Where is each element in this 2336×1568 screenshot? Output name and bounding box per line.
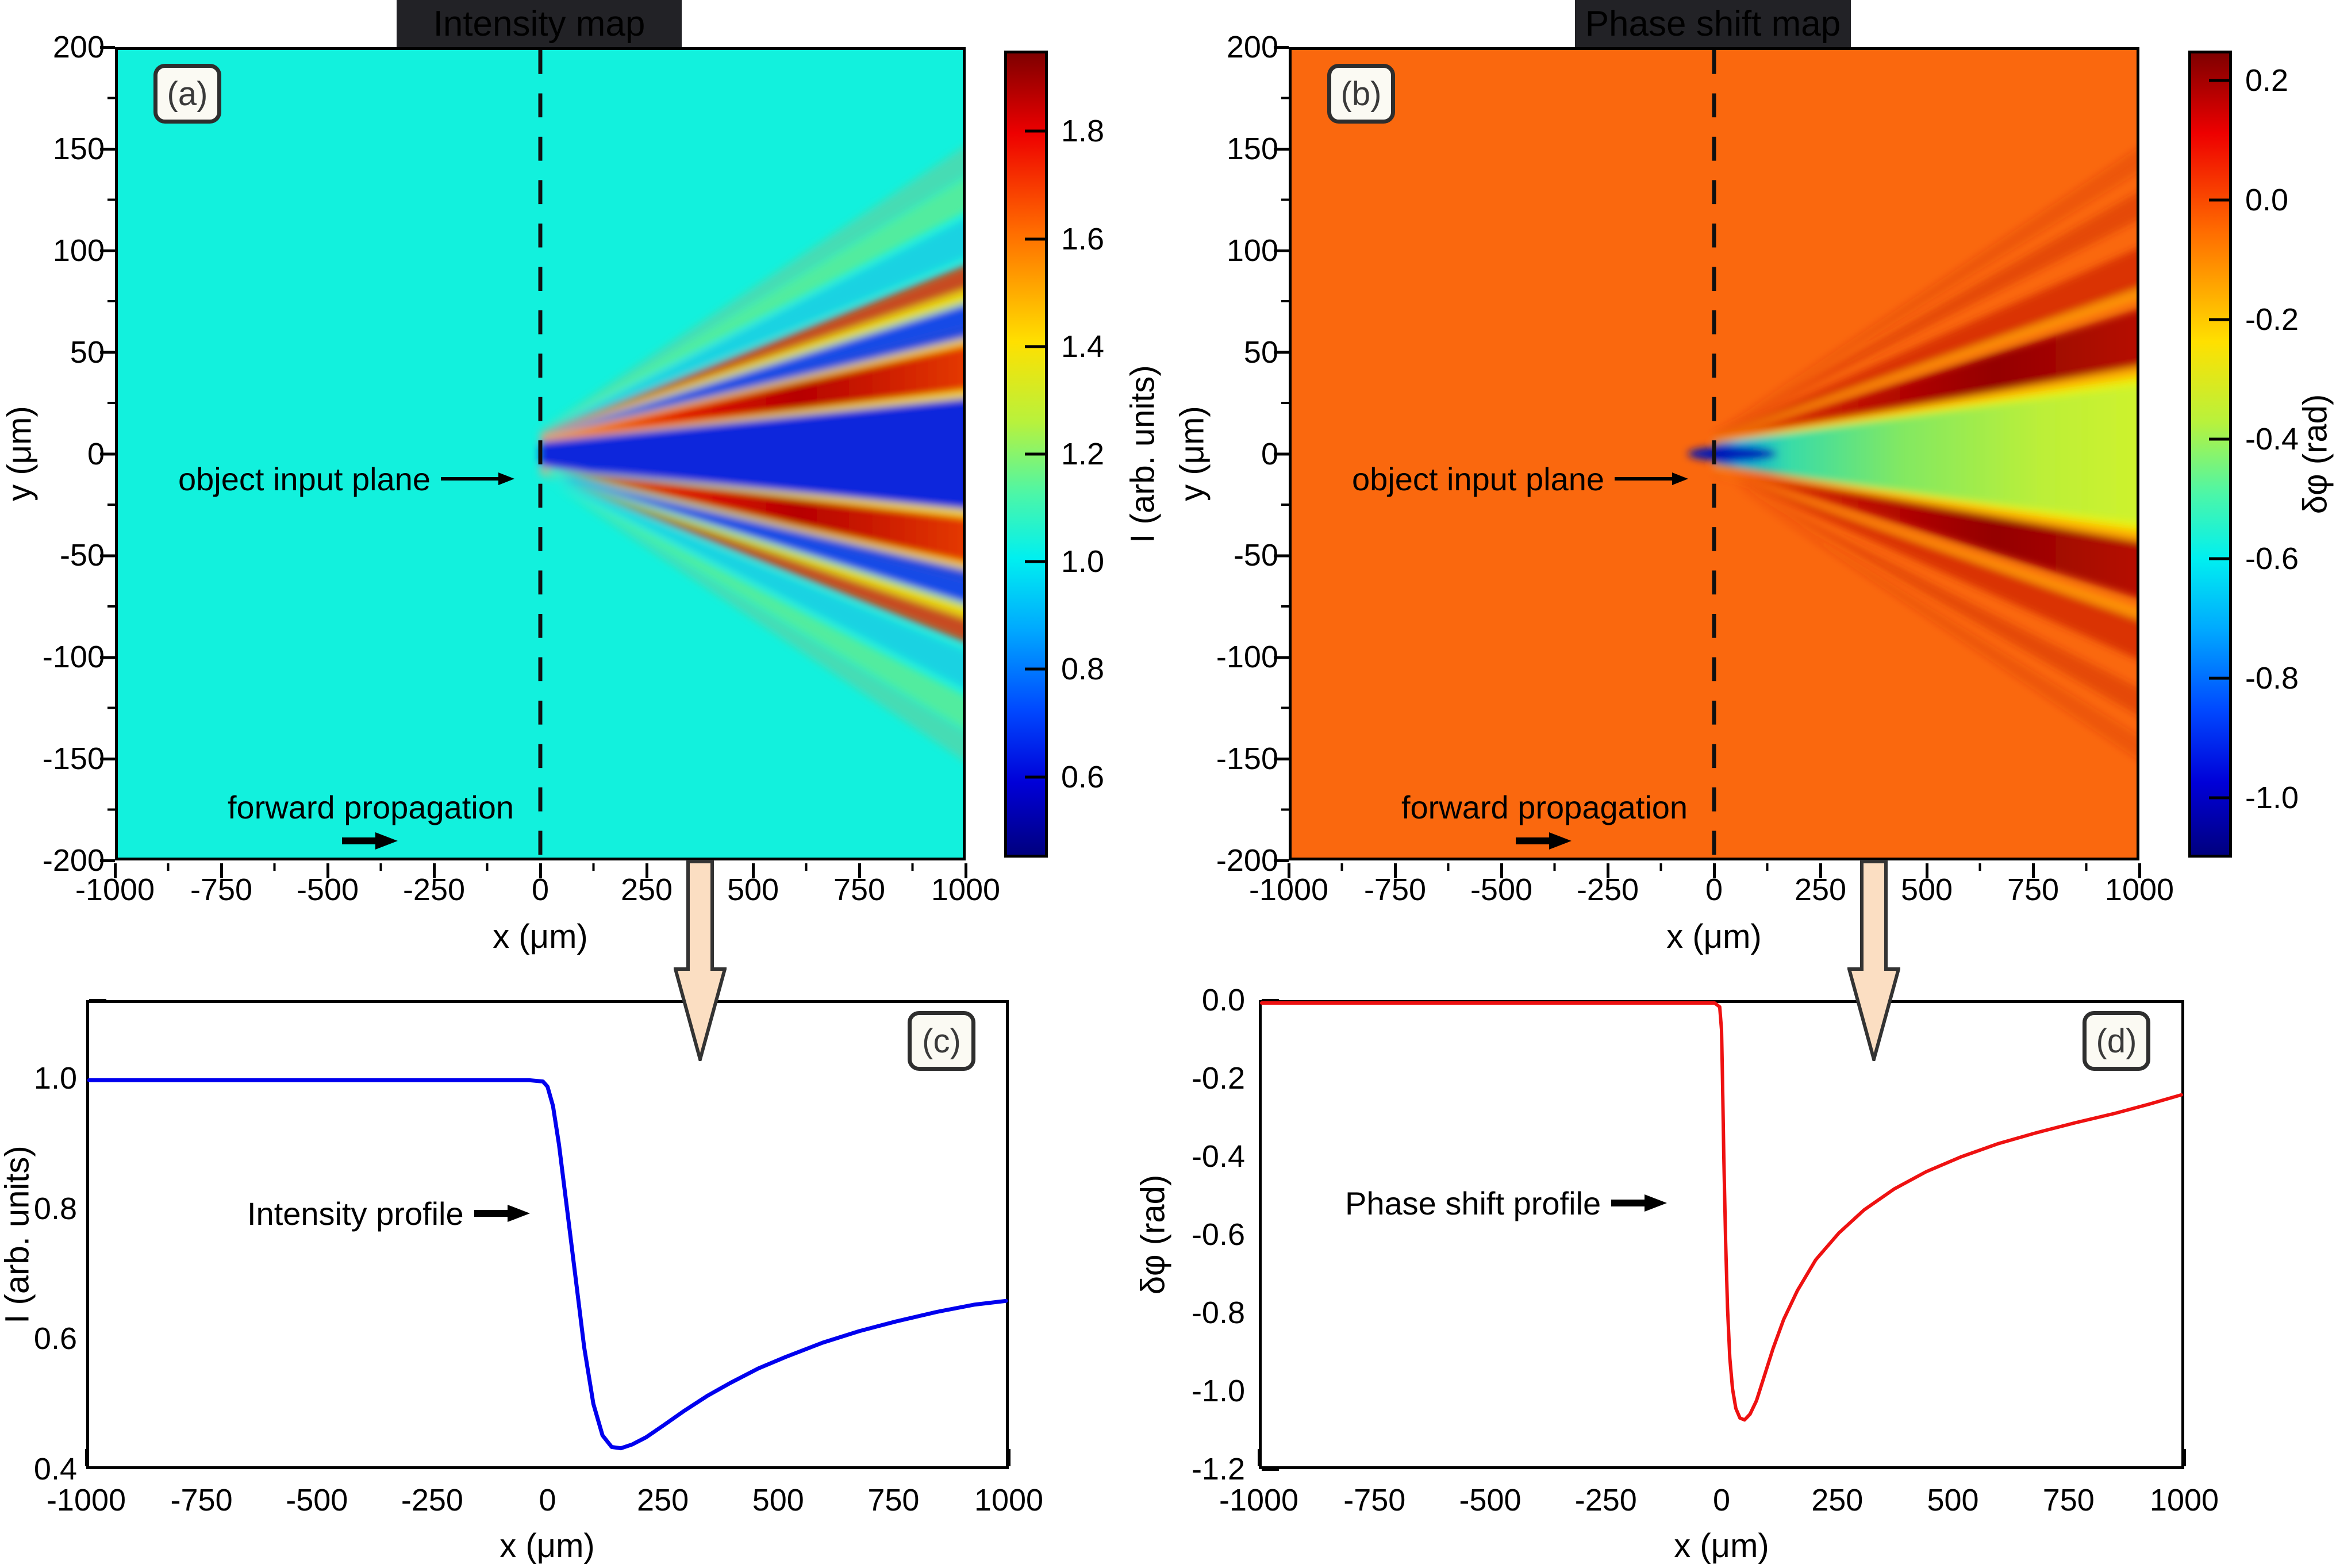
panel-b-y-axis-title: y (μm)	[1173, 406, 1211, 501]
panel-c-y-ticklabels: 1.0 0.8 0.6 0.4	[33, 1061, 77, 1486]
panel-b-y-minor-tickmarks	[1281, 45, 1289, 862]
map-to-profile-arrow-right	[1847, 860, 1900, 1061]
panel-a-label: (a)	[153, 64, 221, 124]
panel-d-y-ticklabels: 0.0 -0.2 -0.4 -0.6 -0.8 -1.0 -1.2	[1191, 983, 1245, 1486]
thick-right-arrow-icon	[1516, 832, 1572, 850]
panel-a-y-axis-title: y (μm)	[1, 406, 39, 501]
phase-shift-map-panel: (b)	[1289, 47, 2139, 860]
panel-d-x-axis-title: x (μm)	[1674, 1527, 1769, 1565]
panel-b-x-ticklabels: -1000 -750 -500 -250 0 250 500 750 1000	[1248, 873, 2174, 907]
panel-d-y-axis-title: δφ (rad)	[1134, 1174, 1172, 1295]
phase-colorbar-tickmarks	[2209, 51, 2230, 858]
intensity-colorbar-tickmarks	[1025, 51, 1046, 858]
panel-a-x-ticklabels: -1000 -750 -500 -250 0 250 500 750 1000	[75, 873, 1001, 907]
panel-c-x-ticklabels: -1000 -750 -500 -250 0 250 500 750 1000	[46, 1483, 1044, 1517]
panel-b-x-minor-tickmarks	[1287, 863, 2141, 871]
phase-profile-annotation: Phase shift profile	[1345, 1183, 1669, 1223]
phase-shift-profile-text: Phase shift profile	[1345, 1185, 1601, 1221]
panel-b-x-axis-title: x (μm)	[1666, 918, 1762, 955]
phase-colorbar-ticklabels: 0.2 0.0 -0.2 -0.4 -0.6 -0.8 -1.0	[2245, 63, 2299, 815]
thick-right-arrow-icon	[1611, 1194, 1668, 1212]
object-input-plane-annotation-b: object input plane	[1352, 460, 1689, 498]
panel-c-y-axis-title: I (arb. units)	[0, 1146, 36, 1324]
object-input-plane-text: object input plane	[178, 460, 431, 497]
phase-heatmap-art	[1688, 50, 2137, 858]
intensity-map-title: Intensity map	[397, 0, 682, 47]
phase-profile-curve	[1260, 1001, 2183, 1422]
intensity-map-panel: (a)	[115, 47, 966, 860]
right-arrow-icon	[1615, 472, 1689, 485]
intensity-colorbar-ticklabels: 1.8 1.6 1.4 1.2 1.0 0.8 0.6	[1061, 114, 1105, 794]
panel-d-x-ticklabels: -1000 -750 -500 -250 0 250 500 750 1000	[1219, 1483, 2219, 1517]
panel-a-y-minor-tickmarks	[107, 45, 115, 862]
intensity-profile-curve	[87, 1078, 1008, 1451]
panel-c-label: (c)	[908, 1011, 975, 1071]
panel-a-x-minor-tickmarks	[113, 863, 967, 871]
forward-propagation-text: forward propagation	[227, 789, 514, 825]
phase-colorbar	[2188, 51, 2232, 858]
forward-propagation-annotation-b: forward propagation	[1401, 789, 1688, 850]
forward-propagation-annotation-a: forward propagation	[228, 789, 514, 850]
phase-profile-panel: (d)	[1259, 1000, 2184, 1469]
thick-right-arrow-icon	[474, 1205, 530, 1222]
panel-b-y-ticklabels: 200 150 100 50 0 -50 -100 -150 -200	[1216, 30, 1278, 878]
panel-a-x-axis-title: x (μm)	[493, 918, 588, 955]
intensity-heatmap-art	[538, 50, 963, 858]
phase-colorbar-title: δφ (rad)	[2296, 394, 2334, 514]
map-to-profile-arrow-left	[674, 860, 727, 1061]
intensity-profile-annotation: Intensity profile	[247, 1193, 532, 1233]
panel-d-label: (d)	[2083, 1011, 2150, 1071]
intensity-colorbar-title: I (arb. units)	[1124, 365, 1162, 543]
phase-shift-map-title: Phase shift map	[1575, 0, 1851, 47]
object-input-plane-annotation-a: object input plane	[178, 460, 516, 498]
right-arrow-icon	[441, 472, 515, 485]
forward-propagation-text: forward propagation	[1401, 789, 1688, 825]
panel-b-label: (b)	[1327, 64, 1395, 124]
intensity-profile-panel: (c)	[86, 1000, 1009, 1469]
thick-right-arrow-icon	[342, 832, 398, 850]
panel-a-y-ticklabels: 200 150 100 50 0 -50 -100 -150 -200	[42, 30, 105, 878]
panel-c-x-axis-title: x (μm)	[500, 1527, 595, 1565]
object-input-plane-text: object input plane	[1352, 460, 1605, 497]
intensity-profile-text: Intensity profile	[247, 1195, 464, 1232]
